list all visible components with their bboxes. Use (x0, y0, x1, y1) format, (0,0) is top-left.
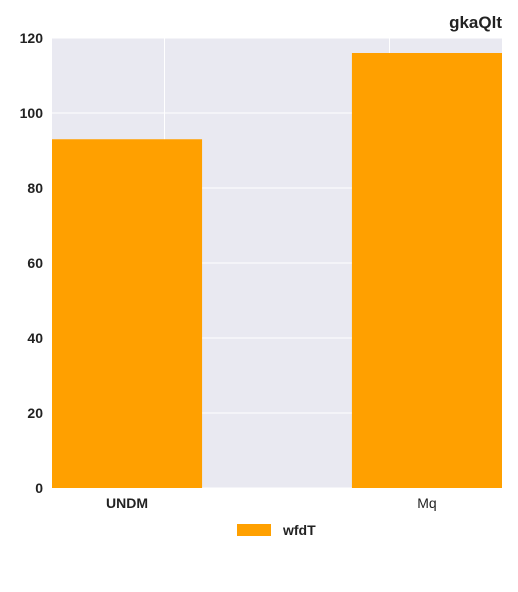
y-tick-label: 0 (35, 480, 43, 496)
y-axis-ticks: 0 20 40 60 80 100 120 (20, 30, 44, 496)
x-axis-labels: UNDM Mq (106, 495, 437, 511)
legend-swatch (237, 524, 271, 536)
y-tick-label: 80 (27, 180, 43, 196)
y-tick-label: 100 (20, 105, 44, 121)
y-tick-label: 40 (27, 330, 43, 346)
y-tick-label: 120 (20, 30, 44, 46)
y-tick-label: 20 (27, 405, 43, 421)
x-tick-label: Mq (417, 495, 436, 511)
x-tick-label: UNDM (106, 495, 148, 511)
bars (52, 53, 502, 488)
chart-title: gkaQlt (449, 13, 502, 32)
bar-undm (52, 139, 203, 488)
bar-mq (351, 53, 502, 488)
legend-label: wfdT (282, 522, 316, 538)
legend: wfdT (237, 522, 316, 538)
y-tick-label: 60 (27, 255, 43, 271)
